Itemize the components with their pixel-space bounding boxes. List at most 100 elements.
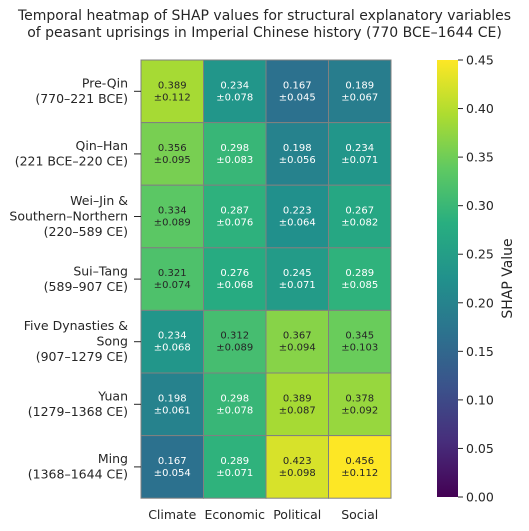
cell-error-label: ±0.071	[279, 280, 316, 291]
cell-value-label: 0.234	[220, 80, 249, 91]
heatmap-cell	[203, 122, 267, 186]
colorbar-tick-label: 0.40	[466, 101, 494, 116]
colorbar-tick-label: 0.00	[466, 490, 494, 505]
heatmap-cell	[265, 59, 329, 124]
cell-value-label: 0.289	[220, 456, 249, 467]
cell-error-label: ±0.074	[154, 280, 191, 291]
colorbar-tick-label: 0.35	[466, 150, 494, 165]
colorbar-tick-label: 0.30	[466, 198, 494, 213]
cell-error-label: ±0.095	[154, 155, 191, 166]
cell-value-label: 0.234	[345, 143, 374, 154]
cell-error-label: ±0.092	[341, 405, 378, 416]
cell-error-label: ±0.076	[216, 218, 253, 229]
cell-error-label: ±0.089	[216, 343, 253, 354]
cell-error-label: ±0.071	[216, 468, 253, 479]
row-label: Wei–Jin & Southern–Northern (220–589 CE)	[9, 193, 128, 239]
cell-error-label: ±0.064	[279, 218, 316, 229]
row-label: Yuan (1279–1368 CE)	[28, 389, 128, 420]
cell-value-label: 0.298	[220, 143, 249, 154]
column-label: Political	[273, 507, 321, 522]
heatmap-cell	[203, 184, 267, 249]
row-label: Five Dynasties & Song (907–1279 CE)	[24, 318, 128, 364]
cell-value-label: 0.276	[220, 268, 249, 279]
cell-error-label: ±0.112	[341, 468, 378, 479]
cell-value-label: 0.267	[345, 206, 374, 217]
row-label: Sui–Tang (589–907 CE)	[44, 263, 128, 294]
column-label: Economic	[204, 507, 265, 522]
cell-value-label: 0.223	[283, 206, 312, 217]
cell-error-label: ±0.083	[216, 155, 253, 166]
chart-title-line: Temporal heatmap of SHAP values for stru…	[17, 8, 511, 24]
cell-error-label: ±0.085	[341, 280, 378, 291]
colorbar-gradient	[437, 60, 458, 497]
cell-value-label: 0.321	[158, 268, 187, 279]
colorbar-tick-label: 0.10	[466, 392, 494, 407]
cell-value-label: 0.367	[283, 331, 312, 342]
heatmap-cells: 0.389±0.1120.234±0.0780.167±0.0450.189±0…	[140, 59, 392, 499]
heatmap-cell	[140, 435, 204, 499]
cell-value-label: 0.389	[158, 80, 187, 91]
heatmap-cell	[265, 184, 329, 249]
cell-value-label: 0.167	[158, 456, 187, 467]
cell-value-label: 0.423	[283, 456, 312, 467]
cell-error-label: ±0.054	[154, 468, 191, 479]
heatmap-cell	[203, 435, 267, 499]
heatmap-cell	[328, 184, 392, 249]
cell-error-label: ±0.056	[279, 155, 316, 166]
colorbar-tick-label: 0.45	[466, 53, 494, 68]
cell-error-label: ±0.068	[154, 343, 191, 354]
heatmap-cell	[203, 247, 267, 311]
cell-error-label: ±0.045	[279, 92, 316, 103]
cell-value-label: 0.389	[283, 393, 312, 404]
heatmap-cell	[265, 372, 329, 437]
cell-error-label: ±0.094	[279, 343, 316, 354]
cell-value-label: 0.167	[283, 80, 312, 91]
cell-value-label: 0.378	[345, 393, 374, 404]
colorbar-tick-label: 0.15	[466, 344, 494, 359]
cell-value-label: 0.312	[220, 331, 249, 342]
heatmap-cell	[328, 435, 392, 499]
cell-error-label: ±0.061	[154, 405, 191, 416]
cell-error-label: ±0.067	[341, 92, 378, 103]
heatmap-cell	[328, 122, 392, 186]
cell-error-label: ±0.082	[341, 218, 378, 229]
heatmap-cell	[203, 372, 267, 437]
heatmap-cell	[203, 59, 267, 124]
colorbar-label: SHAP Value	[500, 238, 516, 318]
cell-value-label: 0.334	[158, 206, 187, 217]
heatmap-cell	[140, 59, 204, 124]
cell-value-label: 0.287	[220, 206, 249, 217]
heatmap-cell	[328, 372, 392, 437]
cell-error-label: ±0.103	[341, 343, 378, 354]
row-label: Pre-Qin (770–221 BCE)	[35, 76, 128, 107]
chart-title-line: of peasant uprisings in Imperial Chinese…	[27, 25, 502, 41]
cell-error-label: ±0.089	[154, 218, 191, 229]
column-label: Climate	[148, 507, 196, 522]
cell-value-label: 0.356	[158, 143, 187, 154]
row-label: Ming (1368–1644 CE)	[28, 451, 128, 482]
cell-value-label: 0.289	[345, 268, 374, 279]
chart-title: Temporal heatmap of SHAP values for stru…	[17, 8, 511, 41]
heatmap-cell	[265, 435, 329, 499]
colorbar: 0.00 0.05 0.10 0.15 0.20 0.25 0.30 0.35 0.40 0.45…	[437, 53, 516, 505]
cell-error-label: ±0.078	[216, 405, 253, 416]
colorbar-tick-label: 0.20	[466, 295, 494, 310]
cell-error-label: ±0.078	[216, 92, 253, 103]
cell-value-label: 0.345	[345, 331, 374, 342]
heatmap-cell	[328, 59, 392, 124]
colorbar-tick-label: 0.05	[466, 441, 494, 456]
heatmap-cell	[140, 184, 204, 249]
cell-error-label: ±0.068	[216, 280, 253, 291]
row-labels: Pre-Qin (770–221 BCE) Qin–Han (221 BCE–220 …	[9, 76, 141, 482]
cell-value-label: 0.198	[158, 393, 187, 404]
heatmap-cell	[328, 309, 392, 374]
cell-value-label: 0.456	[345, 456, 374, 467]
column-labels: Climate Economic Political Social	[148, 507, 378, 522]
heatmap-cell	[328, 247, 392, 311]
cell-error-label: ±0.112	[154, 92, 191, 103]
cell-error-label: ±0.098	[279, 468, 316, 479]
cell-value-label: 0.298	[220, 393, 249, 404]
heatmap-cell	[203, 309, 267, 374]
